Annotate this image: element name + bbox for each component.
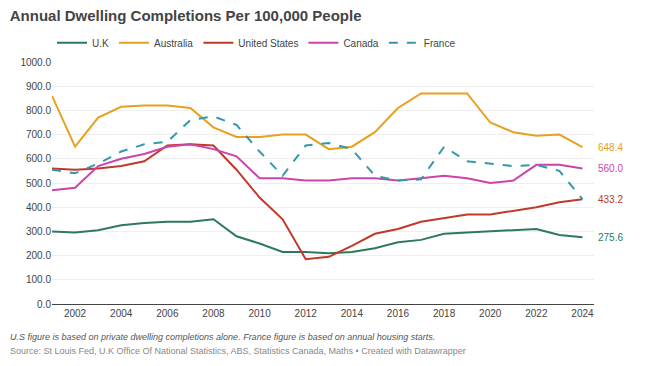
svg-text:600.0: 600.0: [26, 153, 51, 164]
svg-text:700.0: 700.0: [26, 129, 51, 140]
svg-text:2022: 2022: [525, 308, 548, 319]
svg-text:U.K: U.K: [92, 38, 109, 49]
svg-text:2018: 2018: [433, 308, 456, 319]
svg-text:433.2: 433.2: [598, 194, 623, 205]
svg-text:2006: 2006: [156, 308, 179, 319]
svg-text:2020: 2020: [479, 308, 502, 319]
svg-text:400.0: 400.0: [26, 202, 51, 213]
svg-text:800.0: 800.0: [26, 105, 51, 116]
svg-text:648.4: 648.4: [598, 142, 623, 153]
svg-text:Canada: Canada: [343, 38, 378, 49]
svg-text:1000.0: 1000.0: [20, 57, 51, 68]
svg-text:300.0: 300.0: [26, 226, 51, 237]
svg-text:2014: 2014: [341, 308, 364, 319]
svg-text:2004: 2004: [110, 308, 133, 319]
svg-text:France: France: [424, 38, 456, 49]
svg-text:900.0: 900.0: [26, 81, 51, 92]
svg-text:Source: St Louis Fed, U.K Offi: Source: St Louis Fed, U.K Office Of Nati…: [10, 346, 466, 356]
svg-text:0.0: 0.0: [37, 299, 51, 310]
svg-text:2008: 2008: [202, 308, 225, 319]
svg-text:United States: United States: [238, 38, 298, 49]
svg-text:560.0: 560.0: [598, 163, 623, 174]
svg-text:100.0: 100.0: [26, 274, 51, 285]
svg-text:2002: 2002: [64, 308, 87, 319]
svg-text:Annual Dwelling Completions Pe: Annual Dwelling Completions Per 100,000 …: [10, 7, 362, 24]
svg-text:2016: 2016: [387, 308, 410, 319]
svg-text:500.0: 500.0: [26, 178, 51, 189]
svg-text:2024: 2024: [571, 308, 594, 319]
svg-text:2010: 2010: [248, 308, 271, 319]
svg-text:Australia: Australia: [154, 38, 193, 49]
svg-text:200.0: 200.0: [26, 250, 51, 261]
svg-text:275.6: 275.6: [598, 232, 623, 243]
svg-text:U.S figure is based on private: U.S figure is based on private dwelling …: [10, 332, 435, 342]
svg-text:2012: 2012: [295, 308, 318, 319]
